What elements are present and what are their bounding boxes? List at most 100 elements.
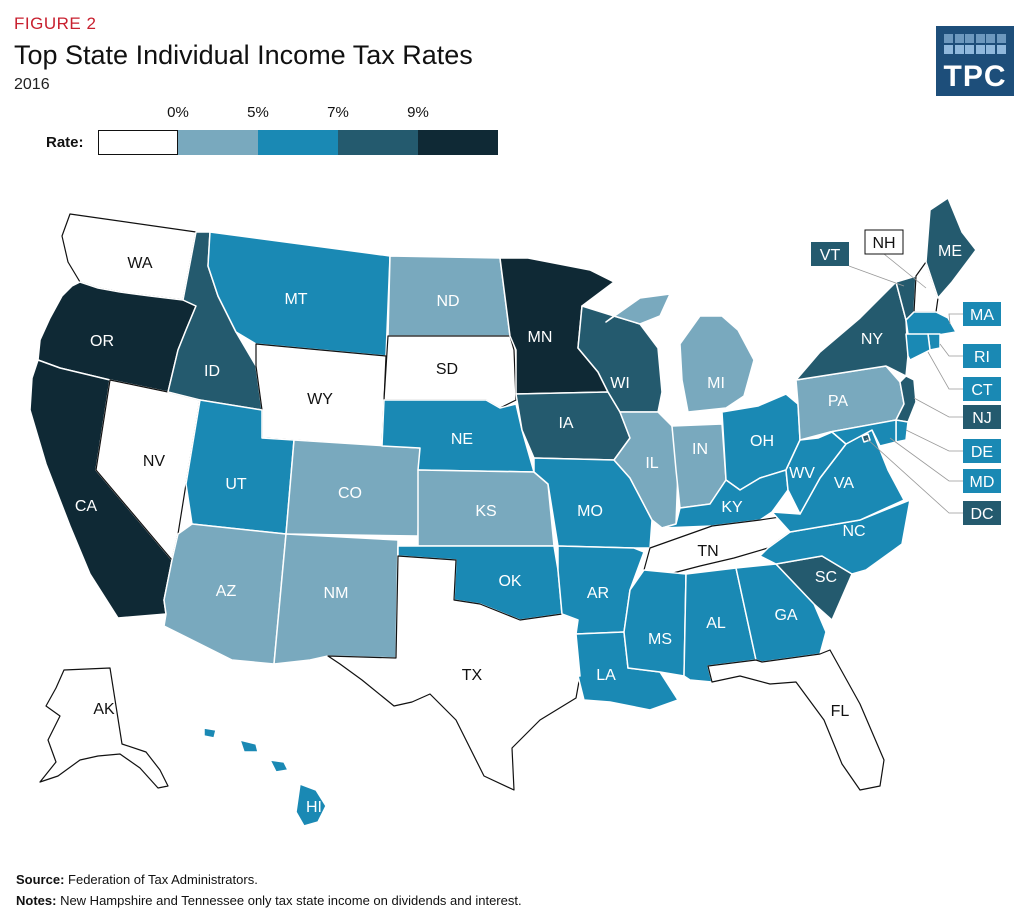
notes-label: Notes: xyxy=(16,893,57,908)
state-label-sc: SC xyxy=(815,569,837,586)
state-ny[interactable] xyxy=(795,281,909,381)
callout-box-nj[interactable] xyxy=(963,405,1001,429)
figure-label: FIGURE 2 xyxy=(14,14,97,33)
state-ak[interactable] xyxy=(39,667,169,789)
state-label-co: CO xyxy=(338,485,362,502)
state-ne[interactable] xyxy=(381,399,535,473)
callout-box-de[interactable] xyxy=(963,439,1001,463)
state-label-al: AL xyxy=(706,615,726,632)
state-label-nm: NM xyxy=(324,585,349,602)
logo-dot xyxy=(986,44,995,54)
state-nh[interactable] xyxy=(913,261,939,313)
state-mi[interactable] xyxy=(605,293,755,413)
state-label-in: IN xyxy=(692,441,708,458)
legend-tick: 0% xyxy=(167,104,189,121)
state-tx[interactable] xyxy=(327,555,581,791)
state-label-ut: UT xyxy=(225,476,247,493)
state-label-ne: NE xyxy=(451,431,473,448)
state-label-sd: SD xyxy=(436,361,458,378)
state-label-az: AZ xyxy=(216,583,237,600)
state-label-la: LA xyxy=(596,667,616,684)
callout-line-ma xyxy=(948,313,963,325)
logo-dot xyxy=(944,44,953,54)
state-label-dc: DC xyxy=(970,506,993,523)
state-label-nh: NH xyxy=(872,235,895,252)
state-ks[interactable] xyxy=(417,469,555,547)
state-label-mo: MO xyxy=(577,503,603,520)
state-de[interactable] xyxy=(895,419,909,443)
state-label-wy: WY xyxy=(307,391,333,408)
notes-text: New Hampshire and Tennessee only tax sta… xyxy=(56,893,522,908)
state-ct[interactable] xyxy=(905,333,931,361)
map-title: Top State Individual Income Tax Rates xyxy=(14,40,473,70)
callout-line-ri xyxy=(939,343,963,357)
state-label-ak: AK xyxy=(93,701,115,718)
state-label-va: VA xyxy=(834,475,854,492)
state-md[interactable] xyxy=(829,419,897,447)
callout-line-dc xyxy=(865,437,963,514)
map-subtitle: 2016 xyxy=(14,76,50,93)
state-label-nv: NV xyxy=(143,453,166,470)
source-text: Federation of Tax Administrators. xyxy=(64,872,258,887)
legend-tick: 5% xyxy=(247,104,269,121)
callout-box-ct[interactable] xyxy=(963,377,1001,401)
state-label-ky: KY xyxy=(721,499,743,516)
state-label-ca: CA xyxy=(75,498,98,515)
state-label-wv: WV xyxy=(789,465,815,482)
callout-box-ri[interactable] xyxy=(963,344,1001,368)
source-label: Source: xyxy=(16,872,65,887)
state-label-ri: RI xyxy=(974,349,990,366)
state-ms[interactable] xyxy=(623,569,687,677)
logo-dot xyxy=(954,44,964,54)
logo-text: TPC xyxy=(943,60,1007,93)
logo-dot xyxy=(996,34,1006,43)
state-hi[interactable] xyxy=(203,727,327,827)
legend-swatch-9+ xyxy=(418,130,498,155)
callout-line-nh xyxy=(883,253,927,289)
logo-dot xyxy=(965,44,974,54)
state-label-oh: OH xyxy=(750,433,774,450)
logo-dot xyxy=(996,44,1006,54)
state-label-mt: MT xyxy=(284,291,307,308)
state-nj[interactable] xyxy=(895,375,917,423)
callout-box-dc[interactable] xyxy=(963,501,1001,525)
state-label-md: MD xyxy=(970,474,995,491)
callout-box-md[interactable] xyxy=(963,469,1001,493)
legend-tick: 9% xyxy=(407,104,429,121)
state-label-or: OR xyxy=(90,333,114,350)
legend-swatch-5-7 xyxy=(258,130,338,155)
callout-line-md xyxy=(889,437,963,482)
state-label-fl: FL xyxy=(831,703,850,720)
logo-dot xyxy=(965,34,974,43)
state-me[interactable] xyxy=(925,197,977,299)
logo-dot xyxy=(975,34,985,43)
source-note: Source: Federation of Tax Administrators… xyxy=(16,872,258,887)
state-label-ny: NY xyxy=(861,331,884,348)
state-label-wi: WI xyxy=(610,375,630,392)
callout-line-nj xyxy=(913,397,963,418)
state-label-ar: AR xyxy=(587,585,609,602)
legend-title: Rate: xyxy=(46,134,84,151)
logo-dot xyxy=(944,34,953,43)
legend-tick: 7% xyxy=(327,104,349,121)
state-label-vt: VT xyxy=(820,247,841,264)
tpc-logo: TPC xyxy=(936,26,1014,96)
state-label-il: IL xyxy=(645,455,658,472)
state-label-ks: KS xyxy=(475,503,496,520)
state-fl[interactable] xyxy=(707,649,885,791)
callout-box-ma[interactable] xyxy=(963,302,1001,326)
state-ma[interactable] xyxy=(905,311,957,337)
legend-swatch-0-5 xyxy=(178,130,258,155)
state-label-nj: NJ xyxy=(972,410,992,427)
state-label-ia: IA xyxy=(558,415,573,432)
state-label-hi: HI xyxy=(306,799,322,816)
notes: Notes: New Hampshire and Tennessee only … xyxy=(16,893,522,908)
callout-box-vt[interactable] xyxy=(811,242,849,266)
callout-box-nh[interactable] xyxy=(864,229,904,255)
logo-dot xyxy=(986,34,995,43)
state-label-me: ME xyxy=(938,243,962,260)
state-label-ga: GA xyxy=(774,607,797,624)
callout-line-de xyxy=(905,429,963,452)
legend-swatch-none xyxy=(98,130,178,155)
state-label-pa: PA xyxy=(828,393,848,410)
